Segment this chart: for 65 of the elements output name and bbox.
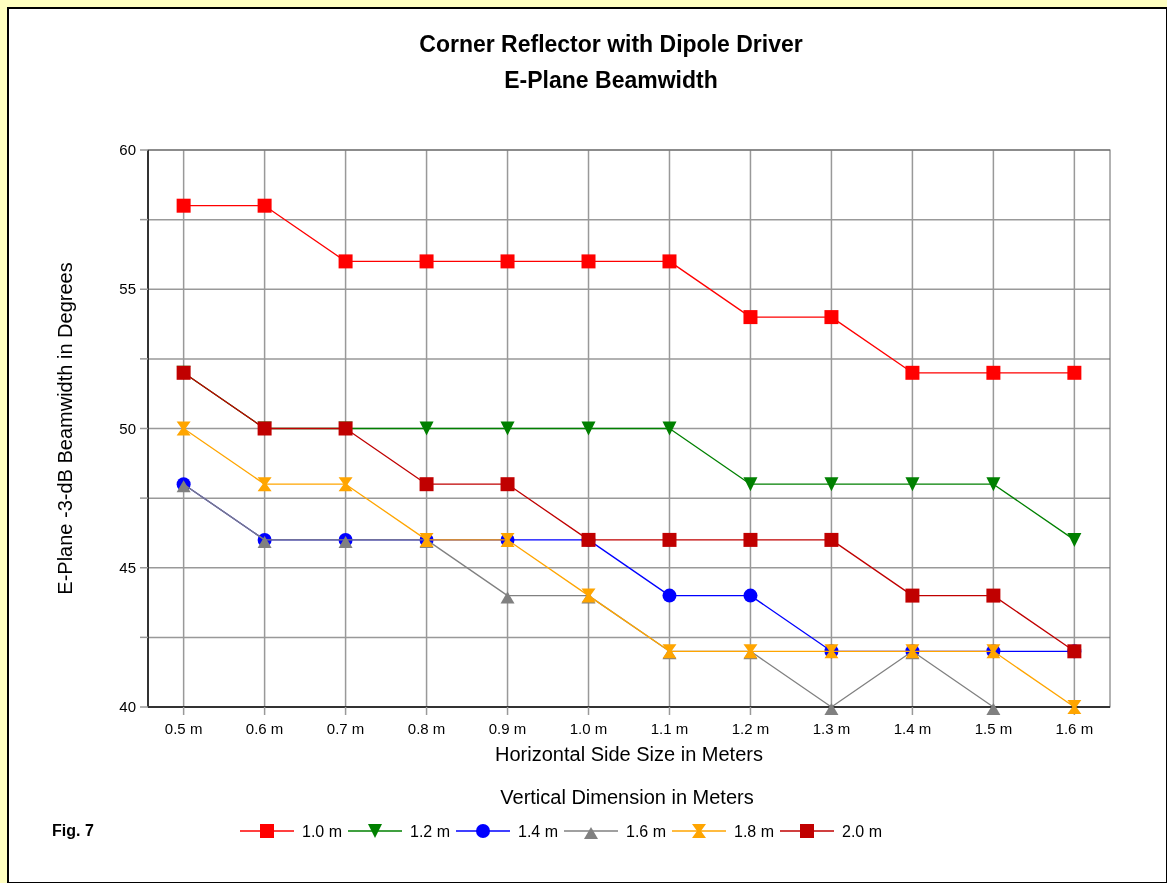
x-tick-label: 0.7 m: [326, 720, 365, 737]
point: [905, 588, 920, 603]
point: [662, 421, 677, 436]
point: [500, 421, 515, 436]
legend-label: 1.2 m: [410, 823, 451, 840]
point: [986, 477, 1001, 492]
point: [338, 477, 353, 492]
y-tick-label: 60: [119, 141, 136, 158]
point: [419, 421, 434, 436]
legend-label: 2.0 m: [842, 823, 883, 840]
x-tick-label: 0.5 m: [164, 720, 203, 737]
point: [338, 254, 353, 269]
point: [419, 477, 434, 492]
point: [986, 365, 1001, 380]
legend-label: 1.8 m: [734, 823, 775, 840]
legend-title: Vertical Dimension in Meters: [500, 786, 754, 808]
point: [176, 198, 191, 213]
y-axis-title: E-Plane -3-dB Beamwidth in Degrees: [54, 262, 76, 595]
x-tick-label: 1.0 m: [569, 720, 608, 737]
y-tick-label: 45: [119, 558, 136, 576]
chart-subtitle: E-Plane Beamwidth: [504, 67, 718, 93]
x-tick-label: 0.9 m: [488, 720, 527, 737]
x-axis-title: Horizontal Side Size in Meters: [495, 743, 763, 765]
point: [257, 477, 272, 492]
point: [743, 477, 758, 492]
x-tick-label: 1.1 m: [650, 720, 689, 737]
x-tick-label: 1.3 m: [812, 720, 851, 737]
point: [986, 588, 1001, 603]
x-tick-label: 1.2 m: [731, 720, 770, 737]
x-tick-label: 1.6 m: [1055, 720, 1094, 737]
point: [662, 588, 677, 603]
y-tick-label: 50: [119, 419, 136, 437]
point: [743, 310, 758, 325]
x-tick-label: 1.4 m: [893, 720, 932, 737]
x-tick-label: 1.5 m: [974, 720, 1013, 737]
point: [257, 198, 272, 213]
legend-label: 1.4 m: [518, 823, 559, 840]
x-tick-label: 0.6 m: [245, 720, 284, 737]
caption: Fig. 7: [52, 822, 94, 839]
point: [176, 421, 191, 436]
legend-label: 1.0 m: [302, 823, 343, 840]
point: [419, 254, 434, 269]
point: [1067, 532, 1082, 547]
point: [500, 254, 515, 269]
point: [500, 477, 515, 492]
point: [824, 532, 839, 547]
point: [1067, 365, 1082, 380]
point: [581, 254, 596, 269]
x-tick-label: 0.8 m: [407, 720, 446, 737]
y-tick-label: 55: [119, 280, 136, 298]
y-tick-label: 40: [119, 698, 136, 715]
point: [905, 365, 920, 380]
point: [743, 588, 758, 603]
point: [824, 703, 839, 715]
point: [824, 477, 839, 492]
point: [824, 310, 839, 325]
chart-title: Corner Reflector with Dipole Driver: [419, 31, 803, 57]
point: [905, 477, 920, 492]
point: [662, 254, 677, 269]
point: [662, 532, 677, 547]
point: [500, 591, 515, 604]
point: [581, 421, 596, 436]
legend-label: 1.6 m: [626, 823, 667, 840]
point: [743, 532, 758, 547]
point: [986, 703, 1001, 715]
